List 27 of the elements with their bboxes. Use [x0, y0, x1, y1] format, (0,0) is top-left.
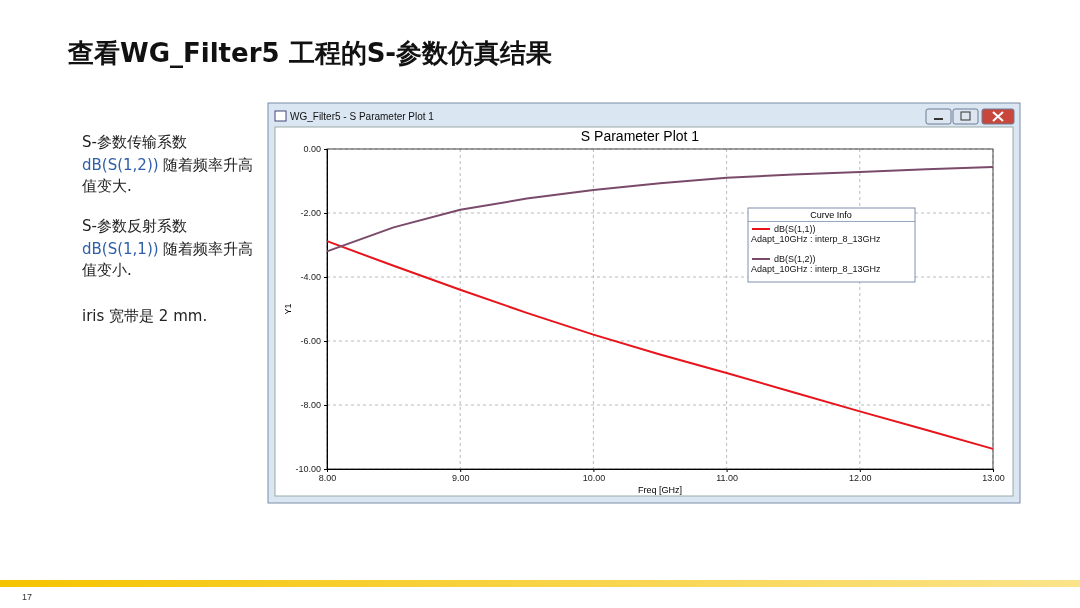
text: S-参数反射系数: [82, 217, 187, 235]
x-tick-label: 10.00: [582, 473, 606, 484]
text: S-参数传输系数: [82, 133, 187, 151]
y-tick-label: -6.00: [300, 336, 321, 347]
chart-subtitle: 查看WG_Filter5 工程的S-参数仿真结果: [67, 38, 553, 68]
legend-label: dB(S(1,1)) Adapt_10GHz : interp_8_13GHz: [751, 224, 882, 244]
text: dB(S(1,2)) 随着频率升高值变大.: [82, 156, 254, 195]
text: 17: [22, 592, 33, 602]
x-tick-label: 13.00: [982, 473, 1005, 484]
x-tick-label: 8.00: [318, 473, 337, 484]
x-axis-title: Freq [GHz]: [637, 485, 683, 495]
line-series: [326, 165, 994, 253]
y-tick-label: -8.00: [300, 400, 321, 411]
text: dB(S(1,1)) 随着频率升高值变小.: [82, 240, 254, 279]
chart-title: S Parameter Plot 1: [580, 128, 700, 144]
y-tick-label: -10.00: [295, 464, 321, 475]
legend-title: Curve Info: [810, 210, 852, 220]
text: WG_Filter5 - S Parameter Plot 1: [290, 111, 435, 122]
y-tick-label: -4.00: [300, 272, 321, 283]
x-tick-label: 11.00: [716, 473, 739, 484]
legend-label: dB(S(1,2)) Adapt_10GHz : interp_8_13GHz: [751, 254, 882, 274]
y-tick-label: -2.00: [300, 208, 321, 219]
text: iris 宽带是 2 mm.: [82, 307, 208, 325]
y-tick-label: 0.00: [303, 144, 321, 155]
x-tick-label: 9.00: [451, 473, 470, 484]
x-tick-label: 12.00: [849, 473, 872, 484]
y-axis-title: Y1: [283, 303, 293, 315]
